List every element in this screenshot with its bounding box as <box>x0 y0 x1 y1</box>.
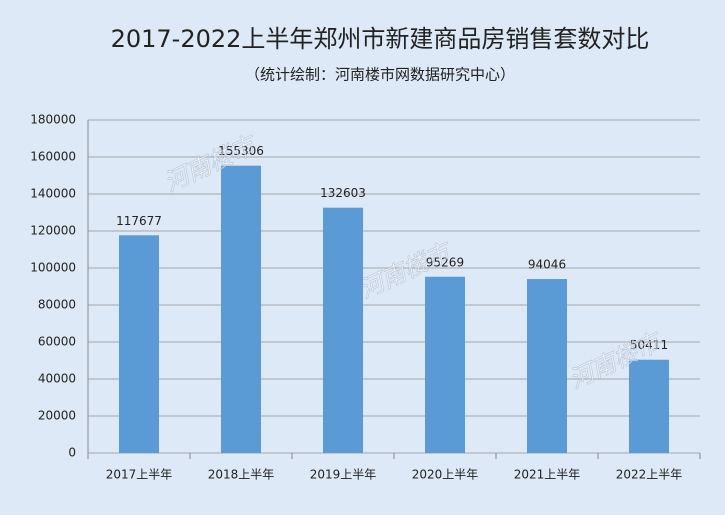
y-tick-label: 40000 <box>38 372 76 386</box>
y-tick-label: 120000 <box>30 224 76 238</box>
y-tick-label: 160000 <box>30 150 76 164</box>
x-tick-label: 2019上半年 <box>310 468 377 482</box>
data-label: 50411 <box>630 338 668 352</box>
chart-subtitle: （统计绘制：河南楼市网数据研究中心） <box>245 66 515 84</box>
data-label: 94046 <box>528 258 566 272</box>
data-label: 155306 <box>218 144 264 158</box>
y-tick-label: 80000 <box>38 298 76 312</box>
x-tick-label: 2020上半年 <box>412 468 479 482</box>
y-tick-label: 60000 <box>38 335 76 349</box>
y-tick-label: 100000 <box>30 261 76 275</box>
y-tick-label: 180000 <box>30 113 76 127</box>
chart-title: 2017-2022上半年郑州市新建商品房销售套数对比 <box>111 25 650 53</box>
data-label: 95269 <box>426 255 464 269</box>
bar <box>629 359 669 453</box>
bar <box>425 276 465 453</box>
x-tick-label: 2021上半年 <box>514 468 581 482</box>
bar <box>221 165 261 453</box>
bar <box>119 235 159 453</box>
x-tick-label: 2017上半年 <box>106 468 173 482</box>
data-label: 132603 <box>320 186 366 200</box>
y-tick-label: 140000 <box>30 187 76 201</box>
x-tick-label: 2022上半年 <box>616 468 683 482</box>
bar <box>527 279 567 453</box>
y-tick-label: 0 <box>68 446 76 460</box>
x-tick-label: 2018上半年 <box>208 468 275 482</box>
data-label: 117677 <box>116 214 162 228</box>
y-tick-label: 20000 <box>38 409 76 423</box>
bar <box>323 207 363 453</box>
